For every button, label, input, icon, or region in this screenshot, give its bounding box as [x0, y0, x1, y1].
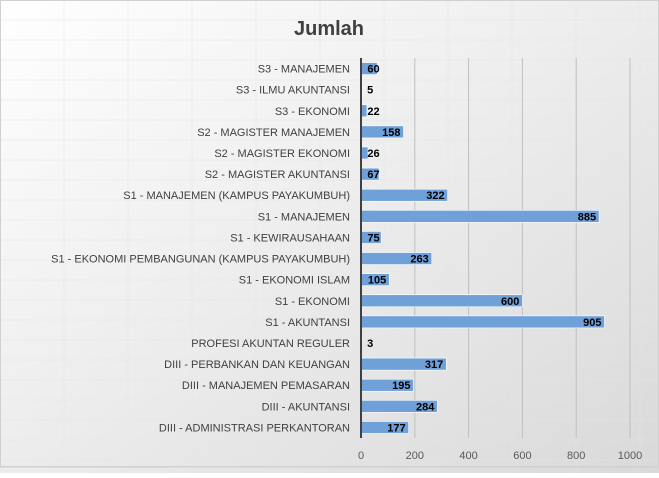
x-tick-label: 200: [406, 450, 424, 462]
data-label: 263: [410, 254, 428, 266]
x-tick-label: 600: [513, 450, 531, 462]
data-label: 60: [367, 64, 379, 76]
category-label: DIII - ADMINISTRASI PERKANTORAN: [159, 422, 350, 434]
data-label: 67: [367, 169, 379, 181]
category-label: S2 - MAGISTER MANAJEMEN: [197, 127, 350, 139]
category-label: PROFESI AKUNTAN REGULER: [191, 338, 350, 350]
data-label: 284: [416, 401, 435, 413]
data-label: 317: [425, 359, 443, 371]
category-label: S2 - MAGISTER EKONOMI: [214, 148, 350, 160]
x-tick-label: 400: [459, 450, 477, 462]
bar: [360, 315, 605, 329]
category-label: S1 - EKONOMI ISLAM: [239, 275, 350, 287]
x-tick-label: 1000: [618, 450, 642, 462]
category-label: S3 - EKONOMI: [275, 106, 350, 118]
data-label: 3: [367, 338, 373, 350]
category-label: DIII - PERBANKAN DAN KEUANGAN: [164, 359, 350, 371]
category-label: S3 - MANAJEMEN: [258, 64, 350, 76]
x-tick-label: 0: [358, 450, 364, 462]
data-label: 158: [382, 127, 400, 139]
data-label: 105: [368, 275, 386, 287]
data-label: 26: [367, 148, 379, 160]
data-label: 75: [367, 232, 379, 244]
category-label: S1 - MANAJEMEN (KAMPUS PAYAKUMBUH): [123, 190, 350, 202]
bar: [360, 210, 600, 223]
x-tick-label: 800: [567, 450, 585, 462]
category-label: S3 - ILMU AKUNTANSI: [236, 85, 350, 97]
category-label: DIII - AKUNTANSI: [262, 401, 350, 413]
category-label: S1 - EKONOMI PEMBANGUNAN (KAMPUS PAYAKUM…: [51, 254, 350, 266]
bar: [360, 294, 523, 308]
data-label: 5: [367, 85, 373, 97]
category-label: S2 - MAGISTER AKUNTANSI: [205, 169, 350, 181]
category-label: S1 - MANAJEMEN: [258, 211, 350, 223]
data-label: 600: [501, 296, 519, 308]
data-label: 195: [392, 380, 410, 392]
category-label: S1 - AKUNTANSI: [265, 317, 350, 329]
data-label: 905: [583, 317, 601, 329]
data-label: 22: [367, 106, 379, 118]
data-label: 177: [387, 422, 405, 434]
data-label: 885: [578, 211, 596, 223]
category-label: DIII - MANAJEMEN PEMASARAN: [182, 380, 350, 392]
data-label: 322: [426, 190, 444, 202]
category-label: S1 - EKONOMI: [275, 296, 350, 308]
chart-title: Jumlah: [294, 18, 364, 40]
category-label: S1 - KEWIRAUSAHAAN: [230, 232, 350, 244]
